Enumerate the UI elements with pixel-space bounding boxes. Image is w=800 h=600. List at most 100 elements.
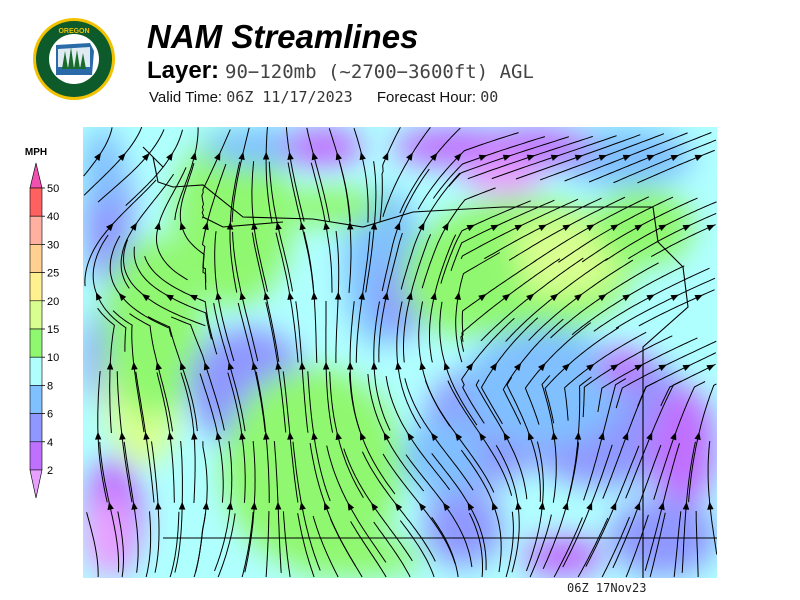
streamline-arrowhead (707, 501, 714, 510)
streamline-arrowhead (155, 361, 162, 371)
streamline-arrowhead (94, 431, 102, 440)
forecast-hour-label: Forecast Hour: (376, 89, 477, 106)
streamline-arrowhead (479, 432, 487, 441)
streamline-arrowhead (443, 502, 451, 511)
streamline-arrowhead (538, 224, 547, 231)
streamline-arrowhead (454, 291, 461, 301)
streamline-arrowhead (562, 501, 569, 511)
streamline-arrowhead (503, 432, 511, 441)
streamline-arrowhead (443, 361, 450, 371)
layer-info: Layer: 90−120mb (~2700−3600ft) AGL (147, 57, 534, 85)
streamline-arrowhead (418, 222, 425, 231)
valid-time-line: Valid Time: 06Z 11/17/2023 Forecast Hour… (149, 88, 498, 106)
wind-speed-region (609, 497, 717, 577)
legend-bin (29, 272, 43, 302)
streamline-arrowhead (406, 291, 413, 301)
wind-speed-region (83, 497, 133, 577)
wind-speed-region (598, 347, 648, 387)
legend-over-triangle (29, 162, 43, 189)
streamline-arrowhead (202, 501, 210, 510)
streamline-arrowhead (263, 291, 270, 301)
streamline-arrowhead (262, 151, 270, 160)
streamline-arrowhead (394, 221, 401, 231)
streamline-arrowhead (658, 224, 667, 231)
wind-speed-region (403, 217, 523, 337)
streamline-arrowhead (489, 362, 498, 371)
streamline-arrowhead (334, 291, 342, 300)
streamline (145, 511, 152, 578)
streamline-arrowhead (466, 224, 475, 231)
streamline-arrowhead (394, 502, 403, 511)
streamline-arrowhead (95, 292, 103, 301)
streamline-arrowhead (311, 431, 318, 441)
legend-tick-label: 20 (47, 296, 59, 308)
streamline-arrowhead (478, 154, 488, 161)
streamline-arrowhead (550, 293, 559, 302)
streamline (169, 511, 180, 578)
streamline-arrowhead (502, 293, 511, 302)
streamline (285, 127, 305, 222)
streamline-arrowhead (598, 431, 605, 441)
streamline (174, 127, 199, 221)
streamline-arrowhead (682, 501, 690, 510)
legend-bin (29, 328, 43, 358)
streamline-arrowhead (106, 361, 114, 370)
legend-bin (29, 215, 43, 245)
streamline (241, 511, 254, 578)
streamline-arrowhead (227, 361, 234, 371)
streamline (688, 383, 717, 503)
streamline (468, 512, 483, 578)
valid-time-value: 06Z 11/17/2023 (226, 88, 353, 106)
streamline-arrowhead (574, 293, 583, 302)
streamline-arrowhead (141, 153, 150, 161)
streamline (650, 224, 716, 258)
legend-under-triangle (29, 469, 43, 499)
streamline-arrowhead (323, 502, 331, 511)
legend-bin (29, 385, 43, 414)
legend-bin (29, 356, 43, 386)
streamline-arrowhead (610, 502, 617, 511)
streamline-arrowhead (154, 221, 161, 231)
streamline-arrowhead (250, 501, 258, 510)
streamline-arrowhead (251, 361, 258, 371)
layer-value: 90−120mb (~2700−3600ft) AGL (225, 61, 534, 83)
streamline (660, 363, 716, 407)
streamline-arrowhead (622, 432, 629, 441)
streamline-arrowhead (694, 431, 701, 441)
legend-tick-label: 10 (47, 352, 59, 364)
streamline (615, 340, 717, 409)
forecast-hour-value: 00 (480, 88, 499, 106)
streamline-arrowhead (586, 224, 595, 232)
streamline-arrowhead (515, 501, 522, 510)
streamline-arrowhead (658, 501, 665, 511)
streamline (217, 513, 236, 578)
streamline-arrowhead (239, 291, 246, 301)
streamline-arrowhead (358, 291, 365, 300)
legend-tick-label: 4 (47, 437, 53, 449)
streamline-arrowhead (215, 431, 222, 441)
streamline-arrowhead (670, 294, 679, 301)
streamline-arrowhead (346, 361, 354, 370)
streamline-arrowhead (442, 222, 449, 231)
streamline-arrowhead (670, 155, 680, 161)
legend-tick-label: 40 (47, 211, 59, 223)
streamline-map (83, 127, 717, 578)
streamline-arrowhead (478, 293, 487, 302)
border-line (642, 206, 689, 578)
streamline-arrowhead (226, 501, 234, 510)
border-line (142, 146, 164, 168)
streamline-arrowhead (189, 294, 198, 301)
streamline-arrowhead (215, 291, 222, 301)
streamline-arrowhead (119, 431, 126, 440)
legend-tick-label: 50 (47, 183, 59, 195)
wind-speed-region (83, 127, 123, 207)
streamline-arrowhead (490, 224, 499, 231)
streamline-arrowhead (562, 224, 571, 231)
streamline-arrowhead (118, 292, 127, 301)
streamline-arrowhead (155, 501, 162, 510)
streamline-arrowhead (359, 432, 367, 441)
streamline (505, 511, 514, 578)
streamline (265, 511, 270, 578)
streamline-arrowhead (107, 501, 114, 511)
streamline-arrowhead (287, 151, 294, 161)
